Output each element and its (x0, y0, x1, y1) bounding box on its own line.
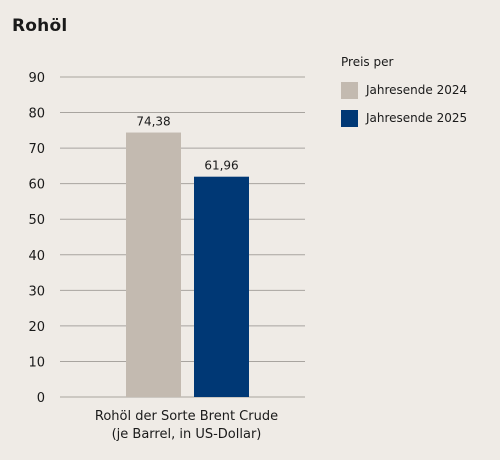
y-tick-label-10: 10 (28, 355, 45, 370)
chart-title: Rohöl (12, 16, 68, 36)
data-label-2024: 74,38 (136, 115, 170, 129)
category-label: Rohöl der Sorte Brent Crude (je Barrel, … (60, 408, 313, 444)
legend-swatch-2024 (341, 81, 358, 99)
y-tick-label-60: 60 (28, 178, 45, 193)
y-tick-label-0: 0 (37, 391, 45, 406)
legend-label-2025: Jahresende 2025 (366, 111, 468, 125)
category-label-line-1: Rohöl der Sorte Brent Crude (94, 409, 279, 424)
legend-label-2024: Jahresende 2024 (366, 83, 468, 97)
category-label-line-2: (je Barrel, in US-Dollar) (111, 427, 262, 442)
y-tick-label-70: 70 (28, 142, 45, 157)
y-tick-label-90: 90 (28, 71, 45, 86)
bar-2025 (194, 176, 249, 397)
y-tick-label-80: 80 (28, 107, 45, 122)
legend-item-2025: Jahresende 2025 (341, 109, 467, 127)
y-tick-label-20: 20 (28, 320, 45, 335)
legend-swatch-2025 (341, 109, 358, 127)
y-tick-label-50: 50 (28, 213, 45, 228)
legend-title: Preis per (341, 55, 394, 69)
y-tick-label-30: 30 (28, 284, 45, 299)
chart-legend: Preis per Jahresende 2024 Jahresende 202… (341, 55, 467, 137)
data-label-2025: 61,96 (204, 159, 238, 173)
legend-item-2024: Jahresende 2024 (341, 81, 467, 99)
bar-2024 (126, 132, 181, 397)
y-tick-label-40: 40 (28, 249, 45, 264)
